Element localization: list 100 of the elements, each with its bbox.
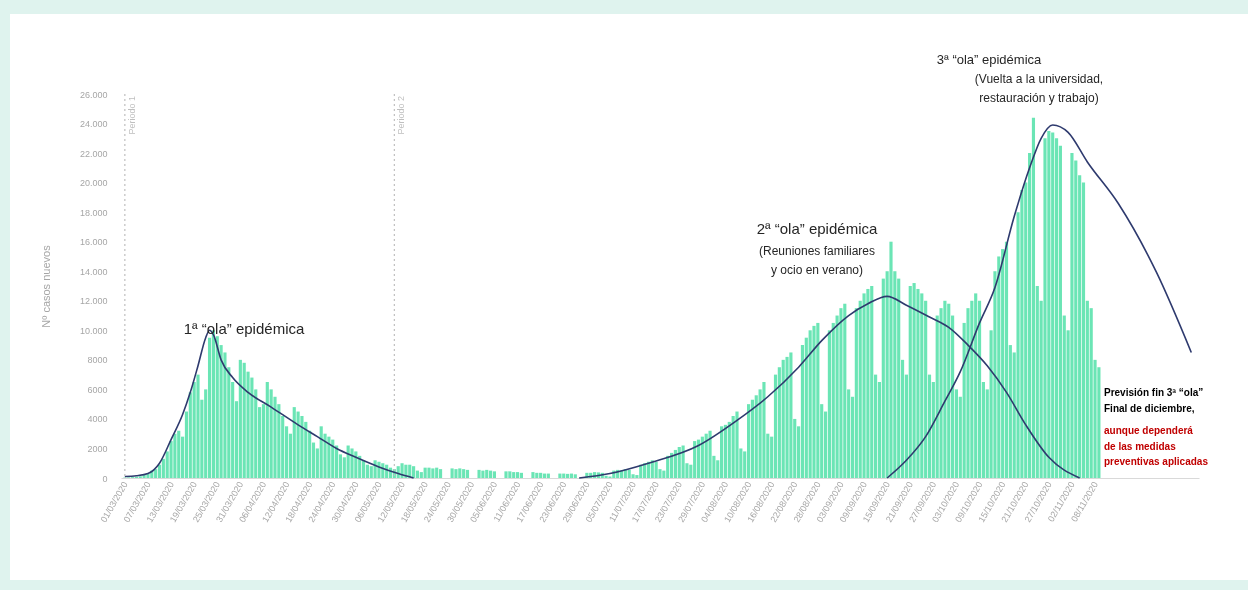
bar xyxy=(196,374,200,478)
y-tick-label: 26.000 xyxy=(79,89,108,100)
bar xyxy=(746,404,751,478)
y-axis-title: Nº casos nuevos xyxy=(39,244,52,328)
y-tick-label: 0 xyxy=(102,473,108,484)
bar xyxy=(238,359,242,478)
bar xyxy=(1051,132,1055,478)
y-tick-label: 18.000 xyxy=(79,207,108,218)
y-tick-label: 6000 xyxy=(87,384,108,395)
bar xyxy=(531,472,535,478)
bar xyxy=(781,359,785,478)
bar xyxy=(492,471,497,478)
bar xyxy=(173,433,177,478)
bar xyxy=(870,286,874,478)
ref-line-label: Periodo 1 xyxy=(126,96,137,135)
bar xyxy=(723,424,728,478)
y-tick-label: 2000 xyxy=(87,443,108,454)
bar xyxy=(331,439,335,478)
bar xyxy=(489,470,493,478)
bar xyxy=(242,362,246,478)
bar xyxy=(215,336,219,478)
y-tick-label: 22.000 xyxy=(79,148,108,159)
y-tick-label: 14.000 xyxy=(79,266,108,277)
bar xyxy=(920,293,924,478)
y-tick-label: 24.000 xyxy=(79,119,108,130)
bar xyxy=(412,466,416,478)
annotation: (Reuniones familiares y ocio en verano) xyxy=(758,244,876,277)
bar xyxy=(789,352,793,478)
bar xyxy=(438,469,443,478)
bar xyxy=(866,288,870,478)
annotation: (Vuelta a la universidad, restauración y trabajo) xyxy=(974,72,1104,105)
bar xyxy=(319,426,323,478)
bar xyxy=(539,472,543,478)
bar xyxy=(816,322,820,478)
bar xyxy=(974,293,978,478)
bar xyxy=(350,448,354,478)
y-tick-label: 8000 xyxy=(87,355,108,366)
bar xyxy=(908,286,912,478)
bar xyxy=(912,283,916,478)
bar xyxy=(423,467,427,478)
bar xyxy=(296,411,300,478)
annotation: aunque dependerá de las medidas preventivas aplicadas xyxy=(1104,425,1209,467)
bar xyxy=(454,469,458,478)
bar xyxy=(808,330,812,478)
bar xyxy=(512,472,516,478)
bar xyxy=(862,293,866,478)
y-tick-label: 10.000 xyxy=(79,325,108,336)
bar xyxy=(154,469,158,478)
bar xyxy=(696,439,701,478)
bar xyxy=(462,469,466,478)
bar xyxy=(889,241,893,478)
bar xyxy=(504,471,508,478)
bar xyxy=(812,325,816,478)
bar xyxy=(519,472,523,478)
bar xyxy=(1031,117,1036,478)
bar xyxy=(947,303,951,478)
bar xyxy=(365,464,369,478)
bar xyxy=(573,474,577,478)
bar xyxy=(481,470,485,478)
bar xyxy=(785,356,789,478)
bar xyxy=(300,415,304,478)
bar xyxy=(839,308,843,478)
annotation: Previsión fin 3ª “ola” Final de diciembre, xyxy=(1104,387,1204,414)
bar xyxy=(427,467,431,478)
bar xyxy=(566,473,570,478)
bar xyxy=(354,451,358,478)
y-tick-label: 4000 xyxy=(87,414,108,425)
bar xyxy=(477,469,481,478)
bar xyxy=(693,441,697,478)
bar xyxy=(515,472,520,478)
bar xyxy=(677,446,681,478)
bar xyxy=(177,430,181,478)
annotation: 1ª “ola” epidémica xyxy=(183,320,305,337)
bar xyxy=(704,433,708,478)
bar xyxy=(627,469,631,478)
bar xyxy=(720,426,724,478)
bar xyxy=(292,407,296,478)
bar xyxy=(508,471,512,478)
bar xyxy=(708,430,712,478)
bar xyxy=(1047,130,1051,478)
bar xyxy=(750,399,754,478)
bar xyxy=(1070,153,1074,478)
bar xyxy=(731,415,735,478)
annotation: 2ª “ola” epidémica xyxy=(756,220,878,237)
bar xyxy=(843,303,847,478)
y-tick-label: 12.000 xyxy=(79,296,108,307)
bar xyxy=(435,467,439,478)
bar xyxy=(465,469,470,478)
bar xyxy=(207,337,212,478)
bar xyxy=(485,469,489,478)
bar xyxy=(762,382,766,478)
bar xyxy=(1004,241,1009,478)
bar xyxy=(535,472,539,478)
bar xyxy=(415,470,420,478)
bar xyxy=(419,472,423,478)
bar xyxy=(943,300,947,478)
y-tick-label: 20.000 xyxy=(79,178,108,189)
bar xyxy=(265,382,269,478)
bar xyxy=(450,468,454,478)
bar xyxy=(735,411,739,478)
